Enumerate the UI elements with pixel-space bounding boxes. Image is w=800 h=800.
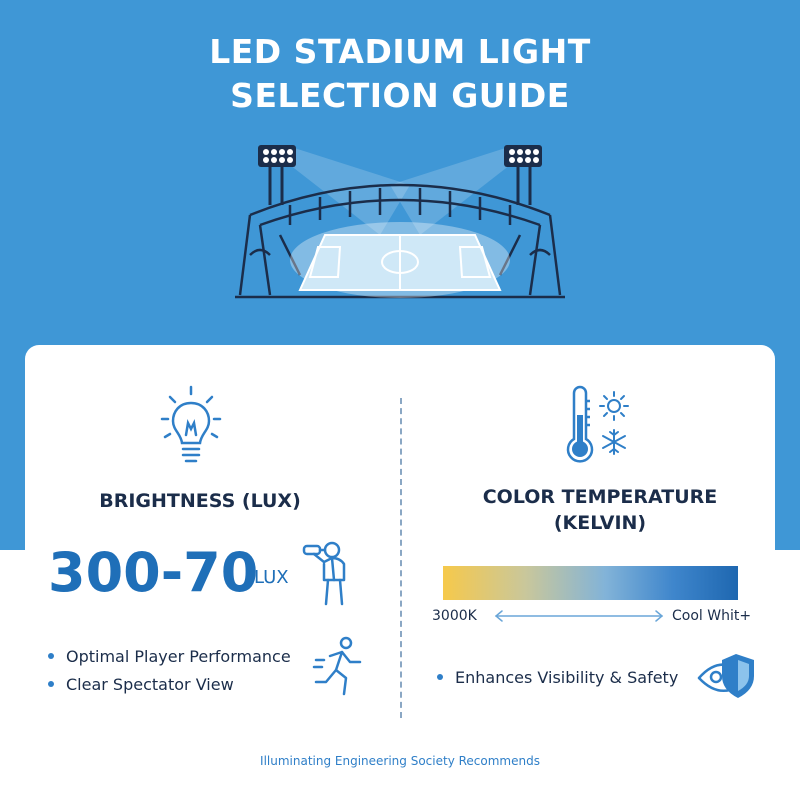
eye-shield-icon [697, 654, 754, 698]
left-floodlight-icon [258, 145, 296, 205]
spectator-binoculars-icon [302, 541, 346, 606]
sun-icon [599, 391, 629, 421]
color-temperature-heading: COLOR TEMPERATURE (KELVIN) [440, 484, 760, 536]
double-arrow-icon [494, 610, 664, 622]
running-player-icon [312, 636, 362, 696]
bullet-text: Optimal Player Performance [66, 647, 291, 666]
scale-right-label: Cool Whit+ [672, 608, 752, 624]
color-temperature-heading-line-2: (KELVIN) [553, 512, 647, 534]
bullet-text: Clear Spectator View [66, 675, 234, 694]
footer-note: Illuminating Engineering Society Recomme… [260, 754, 540, 768]
brightness-bullet-1: Optimal Player Performance [48, 646, 291, 668]
color-temperature-bullet-1: Enhances Visibility & Safety [437, 667, 678, 689]
page-title: LED STADIUM LIGHT SELECTION GUIDE [0, 30, 800, 118]
scale-left-label: 3000K [432, 608, 477, 624]
title-line-1: LED STADIUM LIGHT [209, 32, 591, 71]
brightness-heading: BRIGHTNESS (LUX) [99, 490, 301, 512]
color-temperature-heading-line-1: COLOR TEMPERATURE [482, 486, 718, 508]
color-temperature-gradient-bar [443, 566, 738, 600]
bullet-dot [437, 673, 443, 680]
snowflake-icon [602, 429, 626, 455]
right-floodlight-icon [504, 145, 542, 205]
title-line-2: SELECTION GUIDE [230, 76, 570, 115]
brightness-bullet-2: Clear Spectator View [48, 674, 234, 696]
stadium-illustration [235, 145, 565, 299]
bullet-dot [48, 680, 54, 687]
brightness-value: 300-70 [48, 541, 259, 604]
brightness-unit: LUX [254, 567, 289, 588]
bullet-text: Enhances Visibility & Safety [455, 668, 679, 687]
thermometer-icon [566, 385, 594, 463]
lightbulb-icon [160, 385, 222, 463]
bullet-dot [48, 652, 54, 659]
section-divider [400, 398, 402, 718]
